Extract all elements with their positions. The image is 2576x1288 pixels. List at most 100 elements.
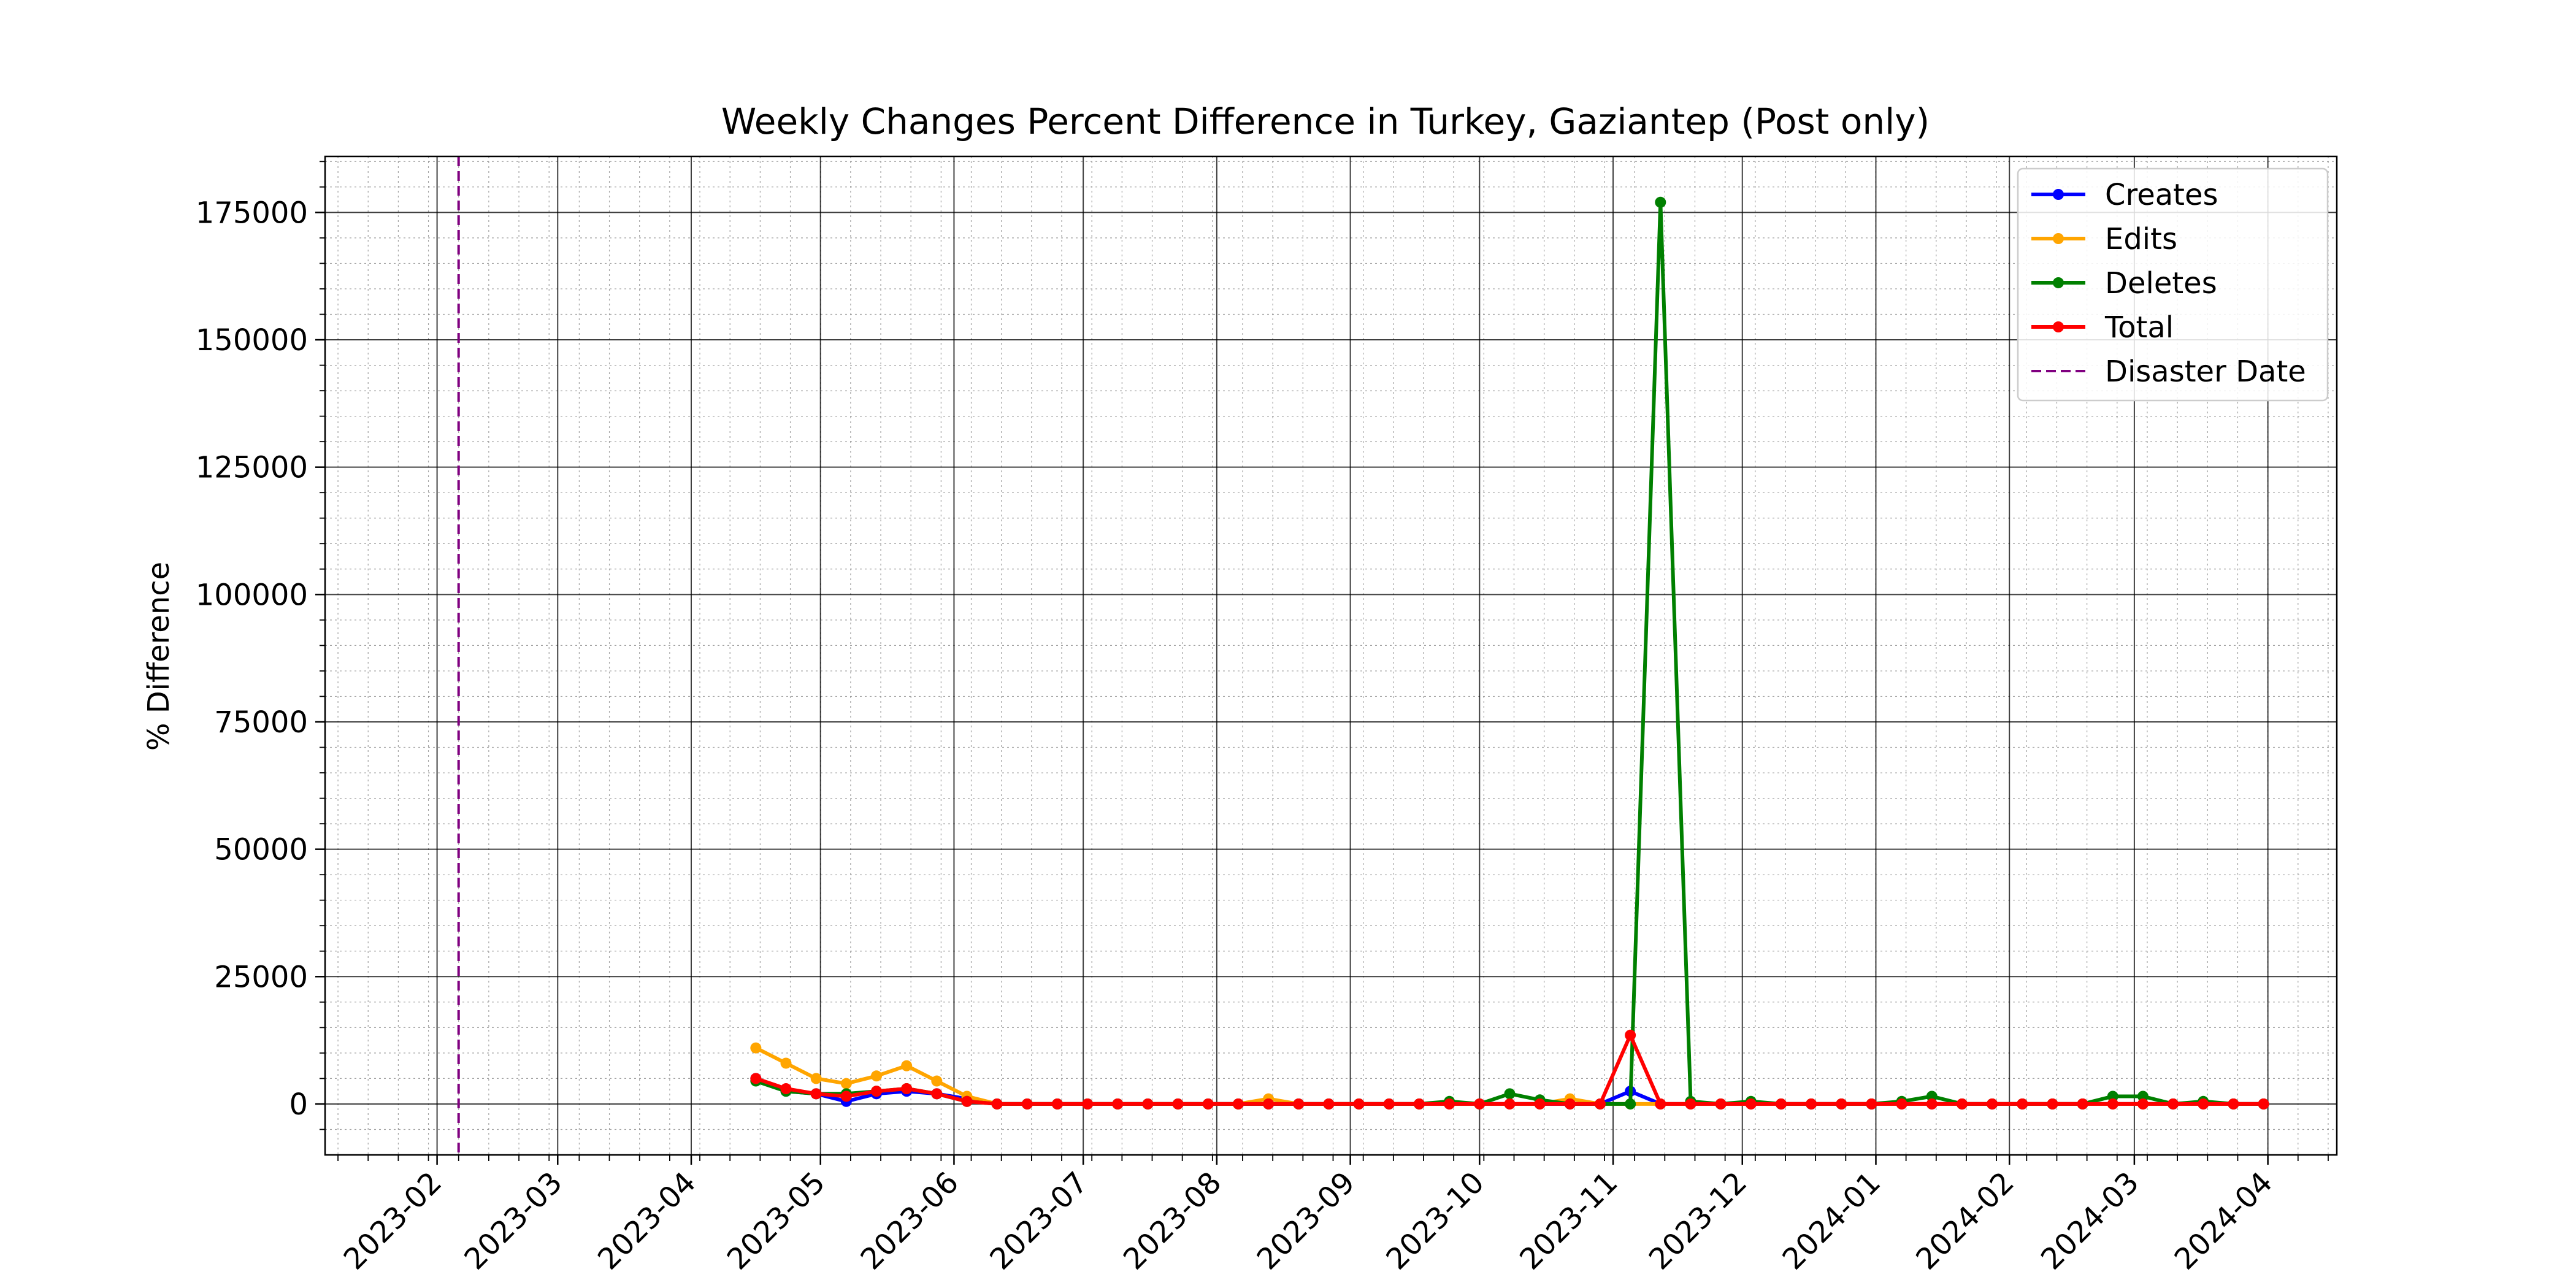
data-point [2198,1098,2209,1110]
x-tick-label: 2023-03 [458,1165,569,1276]
data-point [1534,1098,1546,1110]
x-tick-label: 2023-04 [591,1165,702,1276]
data-point [1564,1098,1576,1110]
data-point [1836,1098,1847,1110]
x-tick-label: 2024-02 [1909,1165,2020,1276]
data-point [1383,1098,1395,1110]
data-point [1263,1098,1275,1110]
data-point [1926,1091,1938,1102]
data-point [1655,1098,1666,1110]
data-point [2258,1098,2269,1110]
x-tick-label: 2024-03 [2034,1165,2145,1276]
x-tick-label: 2023-08 [1117,1165,1228,1276]
chart-title: Weekly Changes Percent Difference in Tur… [721,101,1930,142]
x-tick-label: 2023-02 [337,1165,448,1276]
x-tick-label: 2023-05 [721,1165,832,1276]
y-tick-label: 100000 [196,578,308,612]
data-point [1715,1098,1727,1110]
data-point [1655,196,1666,208]
data-point [2017,1098,2028,1110]
data-point [1353,1098,1365,1110]
x-tick-label: 2023-06 [854,1165,965,1276]
legend-label: Disaster Date [2105,355,2306,389]
data-point [780,1057,792,1069]
data-point [1625,1098,1636,1110]
data-point [2228,1098,2239,1110]
data-point [1594,1098,1606,1110]
data-point [2077,1098,2088,1110]
legend-label: Creates [2105,178,2218,212]
data-point [840,1091,852,1102]
data-point [1625,1029,1636,1041]
data-point [1926,1098,1938,1110]
data-point [1142,1098,1154,1110]
legend: Creates Edits Deletes Total Disaster Date [2017,167,2329,402]
data-point [1413,1098,1425,1110]
data-series [750,196,2269,1110]
data-point [2107,1091,2118,1102]
data-point [1021,1098,1033,1110]
data-point [780,1083,792,1095]
y-tick-label: 150000 [196,323,308,358]
data-point [871,1070,883,1082]
data-point [991,1098,1003,1110]
data-point [2107,1098,2118,1110]
data-point [2137,1091,2149,1102]
x-tick-label: 2024-01 [1776,1165,1887,1276]
data-point [1232,1098,1244,1110]
data-point [1685,1098,1696,1110]
data-point [750,1073,762,1084]
data-point [2047,1098,2058,1110]
data-point [901,1083,913,1095]
x-tick-label: 2024-04 [2168,1165,2279,1276]
data-point [1775,1098,1787,1110]
data-point [871,1086,883,1097]
legend-box [2017,167,2329,402]
data-point [901,1060,913,1071]
y-tick-label: 125000 [196,451,308,485]
data-point [1866,1098,1877,1110]
data-point [1474,1098,1485,1110]
data-point [810,1073,822,1084]
data-point [1052,1098,1064,1110]
plot-area-frame [324,155,2338,1156]
data-point [1082,1098,1094,1110]
data-point [1504,1088,1516,1100]
x-tick-label: 2023-12 [1643,1165,1754,1276]
data-point [1444,1098,1455,1110]
legend-label: Deletes [2105,266,2217,301]
data-point [2168,1098,2179,1110]
gridlines [325,156,2337,1155]
data-point [1293,1098,1305,1110]
data-point [1956,1098,1968,1110]
data-point [840,1078,852,1089]
data-point [961,1095,973,1107]
y-tick-label: 175000 [196,196,308,230]
data-point [1987,1098,1998,1110]
data-point [1745,1098,1757,1110]
legend-label: Total [2104,310,2174,345]
data-point [1112,1098,1124,1110]
series-total [750,1029,2269,1110]
legend-swatch-marker [2053,233,2064,244]
y-tick-label: 25000 [214,960,308,994]
legend-swatch-marker [2053,277,2064,288]
y-tick-label: 50000 [214,833,308,867]
x-tick-label: 2023-07 [983,1165,1094,1276]
data-point [1896,1098,1907,1110]
x-tick-label: 2023-09 [1251,1165,1362,1276]
axis-ticks: 2023-02 2023-03 2023-04 2023-05 2023-06 2023-… [196,161,2329,1276]
legend-swatch-marker [2053,189,2064,200]
data-point [750,1042,762,1054]
data-point [1323,1098,1335,1110]
legend-swatch-marker [2053,321,2064,332]
x-tick-label: 2023-11 [1513,1165,1624,1276]
y-tick-label: 75000 [214,705,308,740]
data-point [1504,1098,1516,1110]
data-point [1202,1098,1214,1110]
data-point [810,1088,822,1100]
data-point [931,1088,943,1100]
data-point [1806,1098,1817,1110]
